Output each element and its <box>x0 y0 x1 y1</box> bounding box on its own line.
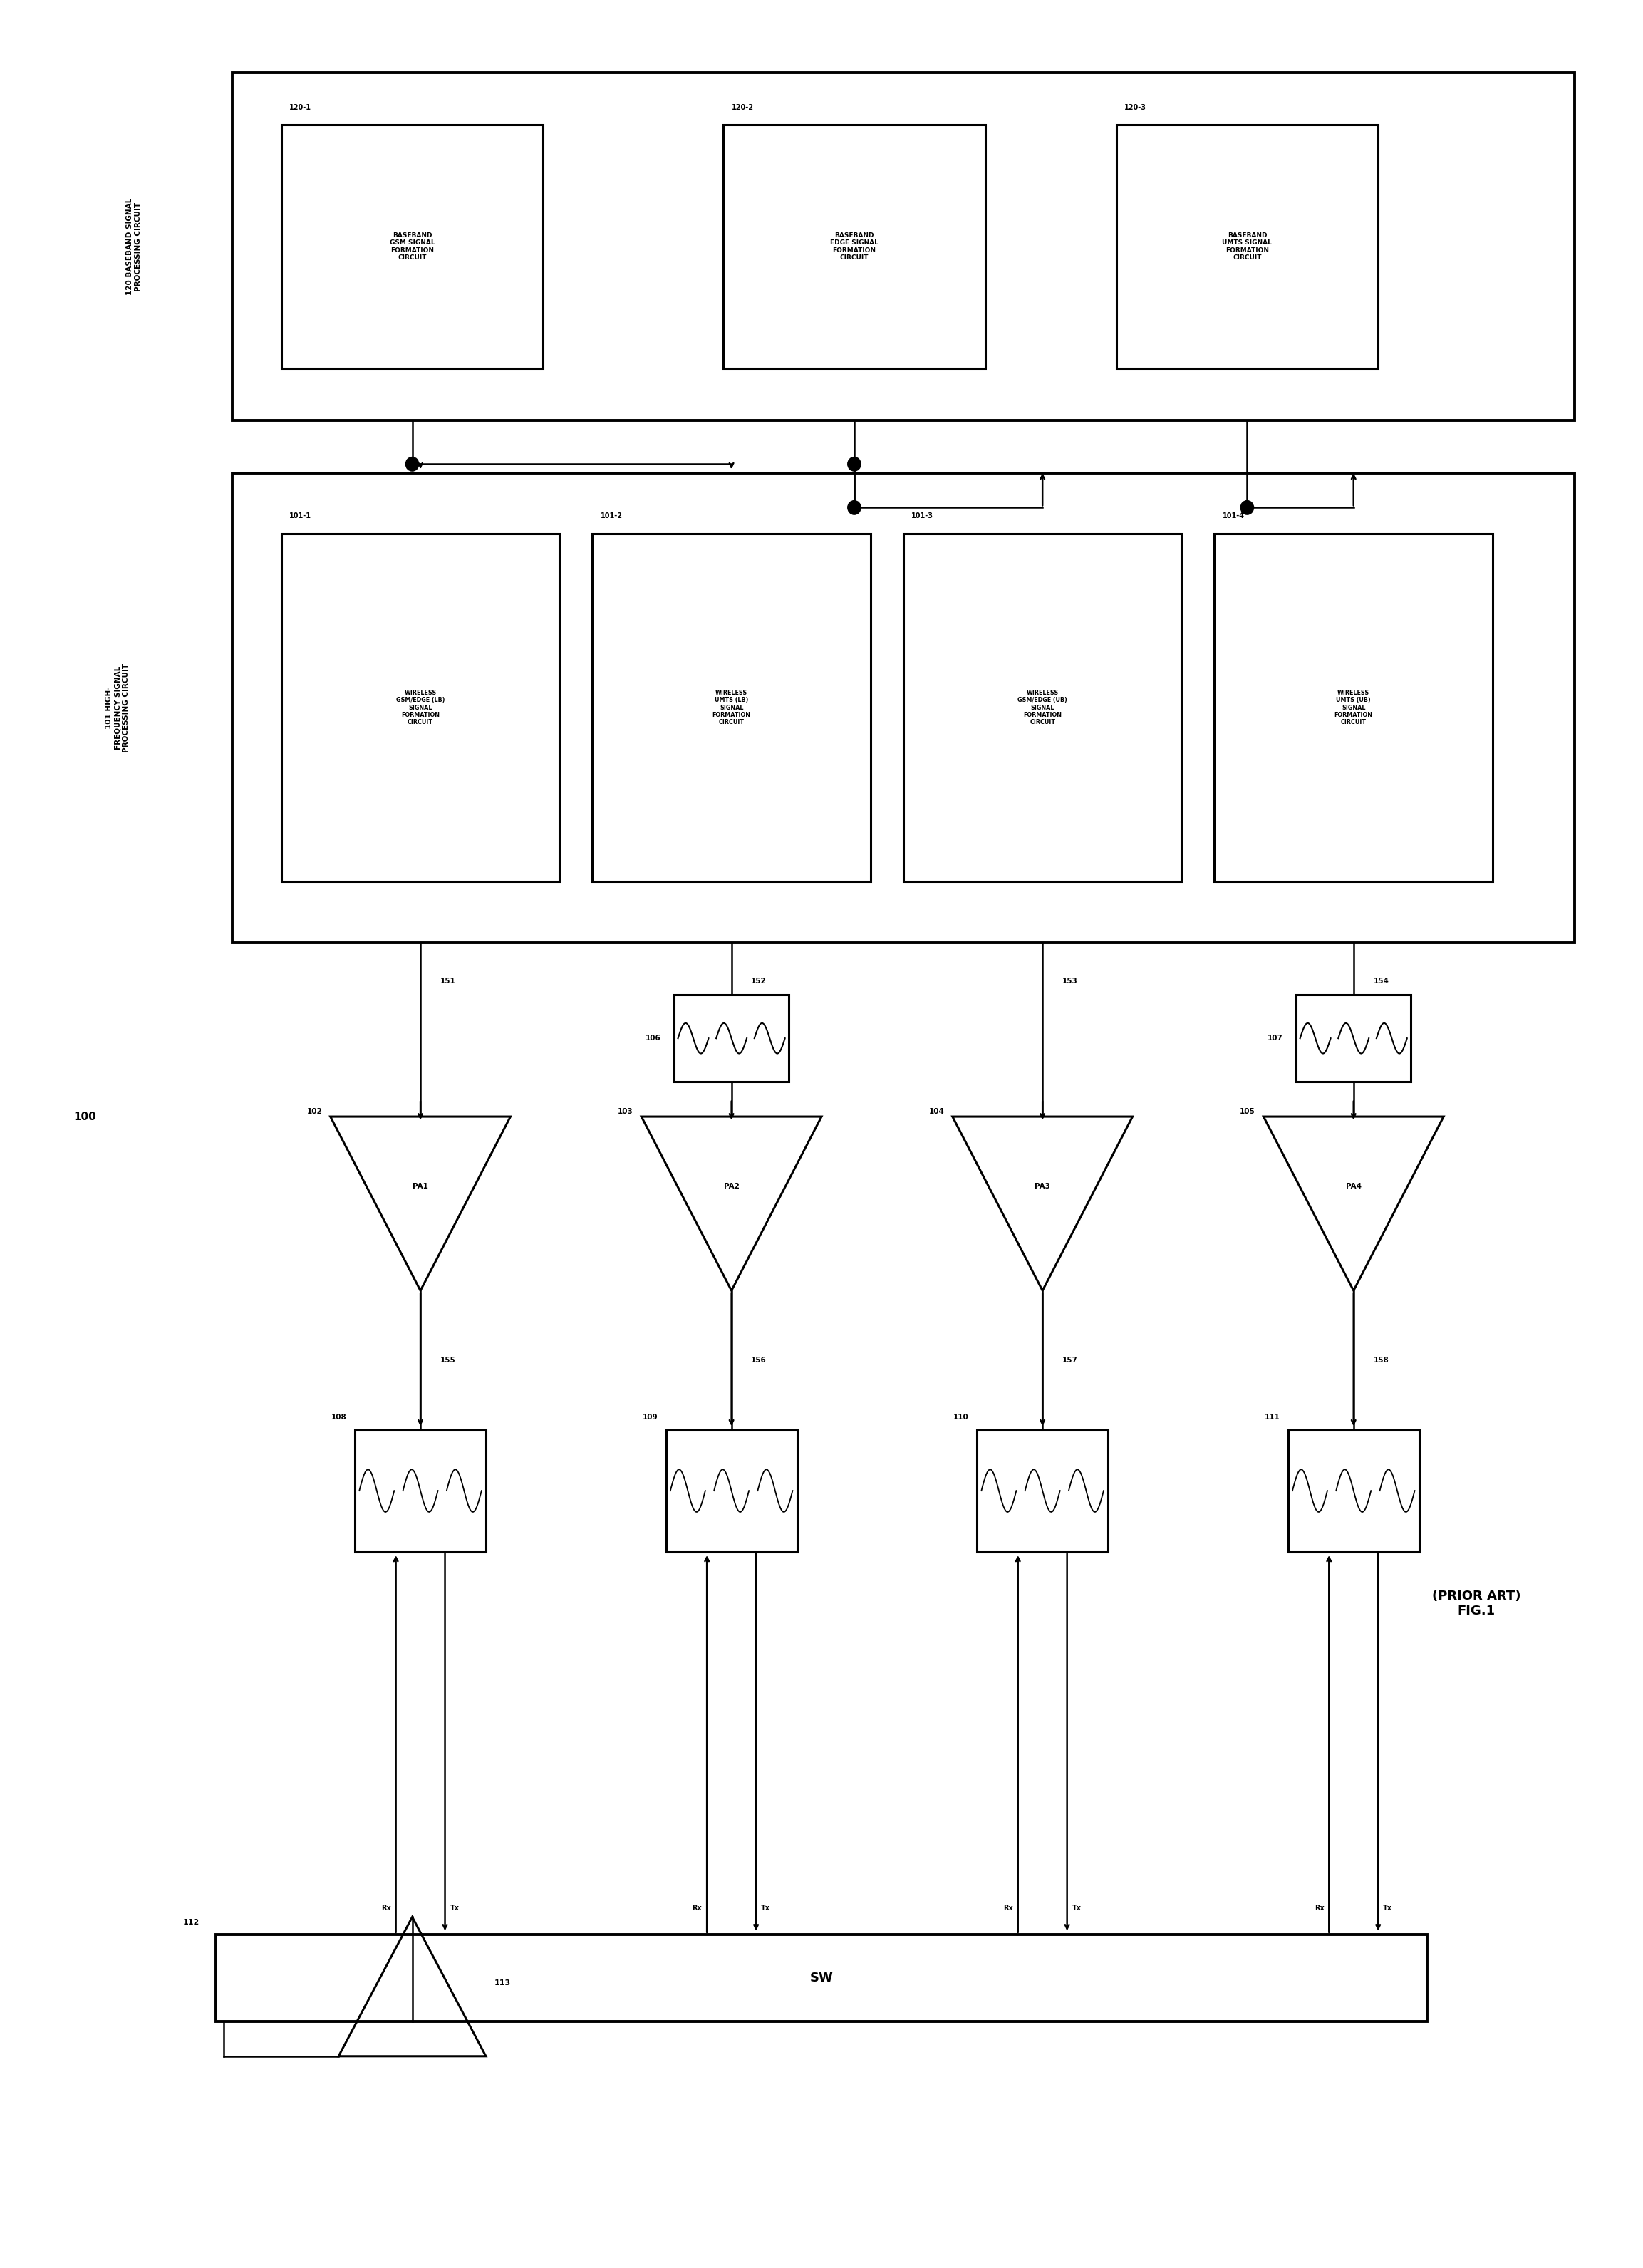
Circle shape <box>1240 501 1254 515</box>
Text: 153: 153 <box>1061 978 1078 984</box>
Text: 106: 106 <box>646 1034 660 1041</box>
Text: (PRIOR ART)
FIG.1: (PRIOR ART) FIG.1 <box>1433 1590 1521 1617</box>
Bar <box>593 533 871 882</box>
Text: 120 BASEBAND SIGNAL
PROCESSING CIRCUIT: 120 BASEBAND SIGNAL PROCESSING CIRCUIT <box>127 197 141 295</box>
Text: BASEBAND
GSM SIGNAL
FORMATION
CIRCUIT: BASEBAND GSM SIGNAL FORMATION CIRCUIT <box>389 231 435 261</box>
Text: 110: 110 <box>953 1413 969 1422</box>
Bar <box>232 472 1574 943</box>
Text: 120-3: 120-3 <box>1124 104 1147 111</box>
Text: BASEBAND
UMTS SIGNAL
FORMATION
CIRCUIT: BASEBAND UMTS SIGNAL FORMATION CIRCUIT <box>1222 231 1272 261</box>
Bar <box>281 533 560 882</box>
Bar <box>978 1429 1107 1551</box>
Text: 103: 103 <box>618 1107 633 1116</box>
Text: 157: 157 <box>1061 1356 1078 1363</box>
Circle shape <box>848 458 861 472</box>
Bar <box>1296 996 1411 1082</box>
Text: 151: 151 <box>440 978 455 984</box>
Bar <box>904 533 1181 882</box>
Text: PA1: PA1 <box>412 1182 429 1191</box>
Bar <box>723 125 986 367</box>
Text: 101-1: 101-1 <box>289 513 312 519</box>
Text: WIRELESS
GSM/EDGE (LB)
SIGNAL
FORMATION
CIRCUIT: WIRELESS GSM/EDGE (LB) SIGNAL FORMATION … <box>396 689 445 726</box>
Text: 101-4: 101-4 <box>1222 513 1245 519</box>
Bar <box>232 73 1574 420</box>
Text: Rx: Rx <box>1004 1905 1014 1912</box>
Bar <box>355 1429 486 1551</box>
Text: 120-1: 120-1 <box>289 104 312 111</box>
Bar <box>281 125 544 367</box>
Text: 108: 108 <box>332 1413 347 1422</box>
Text: 152: 152 <box>751 978 767 984</box>
Text: 105: 105 <box>1240 1107 1255 1116</box>
Bar <box>215 1935 1428 2021</box>
Text: Tx: Tx <box>450 1905 458 1912</box>
Bar <box>674 996 789 1082</box>
Text: 156: 156 <box>751 1356 767 1363</box>
Text: 111: 111 <box>1265 1413 1280 1422</box>
Text: PA4: PA4 <box>1346 1182 1362 1191</box>
Text: 158: 158 <box>1374 1356 1388 1363</box>
Text: 107: 107 <box>1267 1034 1283 1041</box>
Text: WIRELESS
UMTS (LB)
SIGNAL
FORMATION
CIRCUIT: WIRELESS UMTS (LB) SIGNAL FORMATION CIRC… <box>711 689 751 726</box>
Text: 154: 154 <box>1374 978 1388 984</box>
Text: 112: 112 <box>182 1919 199 1926</box>
Text: PA3: PA3 <box>1035 1182 1050 1191</box>
Text: WIRELESS
GSM/EDGE (UB)
SIGNAL
FORMATION
CIRCUIT: WIRELESS GSM/EDGE (UB) SIGNAL FORMATION … <box>1017 689 1068 726</box>
Text: 109: 109 <box>642 1413 657 1422</box>
Text: SW: SW <box>810 1971 833 1984</box>
Bar <box>1116 125 1378 367</box>
Text: Rx: Rx <box>1314 1905 1324 1912</box>
Bar <box>1214 533 1493 882</box>
Text: 101 HIGH-
FREQUENCY SIGNAL
PROCESSING CIRCUIT: 101 HIGH- FREQUENCY SIGNAL PROCESSING CI… <box>105 662 130 753</box>
Text: 113: 113 <box>495 1980 511 1987</box>
Text: 102: 102 <box>307 1107 322 1116</box>
Text: BASEBAND
EDGE SIGNAL
FORMATION
CIRCUIT: BASEBAND EDGE SIGNAL FORMATION CIRCUIT <box>830 231 879 261</box>
Text: 104: 104 <box>928 1107 945 1116</box>
Bar <box>1288 1429 1420 1551</box>
Text: WIRELESS
UMTS (UB)
SIGNAL
FORMATION
CIRCUIT: WIRELESS UMTS (UB) SIGNAL FORMATION CIRC… <box>1334 689 1374 726</box>
Text: Tx: Tx <box>1071 1905 1081 1912</box>
Text: Rx: Rx <box>381 1905 391 1912</box>
Circle shape <box>848 501 861 515</box>
Text: 101-2: 101-2 <box>600 513 623 519</box>
Text: 120-2: 120-2 <box>731 104 754 111</box>
Bar <box>665 1429 797 1551</box>
Text: 101-3: 101-3 <box>912 513 933 519</box>
Text: 100: 100 <box>74 1111 97 1123</box>
Circle shape <box>406 458 419 472</box>
Text: Tx: Tx <box>1383 1905 1392 1912</box>
Text: PA2: PA2 <box>723 1182 739 1191</box>
Text: 155: 155 <box>440 1356 455 1363</box>
Text: Rx: Rx <box>692 1905 702 1912</box>
Text: Tx: Tx <box>761 1905 771 1912</box>
